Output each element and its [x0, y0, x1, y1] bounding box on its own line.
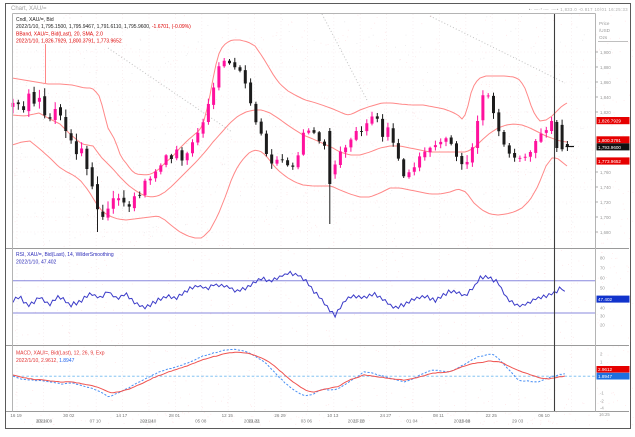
svg-text:14 17: 14 17: [116, 413, 128, 418]
svg-text:1,793.9600: 1,793.9600: [598, 145, 621, 150]
svg-text:1.8947: 1.8947: [598, 374, 612, 379]
svg-text:-2: -2: [600, 399, 604, 404]
svg-text:BBand, XAU/=, Bid(Last), 20, S: BBand, XAU/=, Bid(Last), 20, SMA, 2.0: [16, 31, 103, 37]
svg-text:60: 60: [600, 276, 605, 281]
svg-text:1,860: 1,860: [600, 80, 611, 85]
svg-text:03 06: 03 06: [301, 419, 313, 424]
svg-text:21 24: 21 24: [142, 419, 154, 424]
svg-text:MACD, XAU/=, Bid(Last), 12, 26: MACD, XAU/=, Bid(Last), 12, 26, 9, Exp: [16, 351, 105, 357]
svg-text:30: 30: [600, 314, 605, 319]
svg-text:2021-12: 2021-12: [348, 419, 365, 424]
svg-text:80: 80: [600, 256, 605, 261]
svg-text:1,840: 1,840: [600, 95, 611, 100]
svg-text:1,900: 1,900: [600, 50, 611, 55]
svg-text:16:25: 16:25: [599, 412, 610, 417]
svg-text:1,760: 1,760: [600, 170, 611, 175]
svg-text:22 25: 22 25: [486, 413, 498, 418]
svg-text:1,740: 1,740: [600, 185, 611, 190]
svg-text:1,680: 1,680: [600, 230, 611, 235]
svg-text:08 11: 08 11: [433, 413, 444, 418]
svg-text:1,800.3791: 1,800.3791: [598, 138, 621, 143]
svg-text:1: 1: [600, 360, 603, 365]
svg-text:/USD: /USD: [599, 28, 611, 33]
svg-text:1,773.9652: 1,773.9652: [598, 159, 621, 164]
svg-text:01 04: 01 04: [406, 419, 418, 424]
svg-text:-4: -4: [600, 406, 604, 411]
svg-text:23 26: 23 26: [37, 419, 49, 424]
svg-text:1,820: 1,820: [600, 110, 611, 115]
svg-text:2.9612: 2.9612: [598, 367, 612, 372]
svg-text:Price: Price: [599, 21, 610, 26]
svg-text:1,720: 1,720: [600, 200, 611, 205]
svg-text:2: 2: [600, 352, 603, 357]
svg-text:1,826.7929: 1,826.7929: [598, 119, 621, 124]
svg-text:19 22: 19 22: [248, 419, 260, 424]
svg-text:2021-11: 2021-11: [244, 419, 261, 424]
svg-text:10 13: 10 13: [327, 413, 339, 418]
svg-text:15 18: 15 18: [459, 419, 471, 424]
svg-text:2021-09: 2021-09: [36, 419, 53, 424]
svg-text:RSI, XAU/=, Bid(Last), 14, Wil: RSI, XAU/=, Bid(Last), 14, WilderSmoothi…: [16, 252, 114, 258]
svg-text:29 03: 29 03: [512, 419, 524, 424]
svg-text:06 10: 06 10: [538, 413, 550, 418]
svg-text:30 02: 30 02: [63, 413, 75, 418]
svg-text:20: 20: [600, 323, 605, 328]
svg-text:-1: -1: [600, 391, 604, 396]
svg-text:70: 70: [600, 266, 605, 271]
svg-text:Ozs: Ozs: [599, 35, 608, 40]
svg-text:Cndl, XAU/=, Bid: Cndl, XAU/=, Bid: [16, 17, 54, 23]
svg-text:26 29: 26 29: [274, 413, 286, 418]
svg-text:1,880: 1,880: [600, 65, 611, 70]
svg-text:50: 50: [600, 286, 605, 291]
svg-text:05 08: 05 08: [195, 419, 207, 424]
svg-text:2022/1/10, 1,826.7929, 1,800.3: 2022/1/10, 1,826.7929, 1,800.3791, 1,773…: [16, 39, 122, 45]
svg-text:2022/1/10, 2.9612, 1.8947: 2022/1/10, 2.9612, 1.8947: [16, 358, 75, 364]
svg-text:12 15: 12 15: [222, 413, 234, 418]
svg-text:2022/1/10, 1,795.1500, 1,795.9: 2022/1/10, 1,795.1500, 1,795.9467, 1,791…: [16, 24, 191, 30]
svg-text:24 27: 24 27: [380, 413, 392, 418]
svg-text:07 10: 07 10: [90, 419, 102, 424]
svg-text:2021-10: 2021-10: [140, 419, 157, 424]
svg-text:2022/1/10, 47.402: 2022/1/10, 47.402: [16, 259, 57, 265]
svg-text:28 01: 28 01: [169, 413, 181, 418]
svg-text:16 19: 16 19: [10, 413, 22, 418]
svg-text:47.402: 47.402: [598, 297, 612, 302]
svg-text:1,700: 1,700: [600, 215, 611, 220]
svg-text:40: 40: [600, 306, 605, 311]
svg-text:17 20: 17 20: [354, 419, 366, 424]
svg-text:2022-01: 2022-01: [454, 419, 471, 424]
